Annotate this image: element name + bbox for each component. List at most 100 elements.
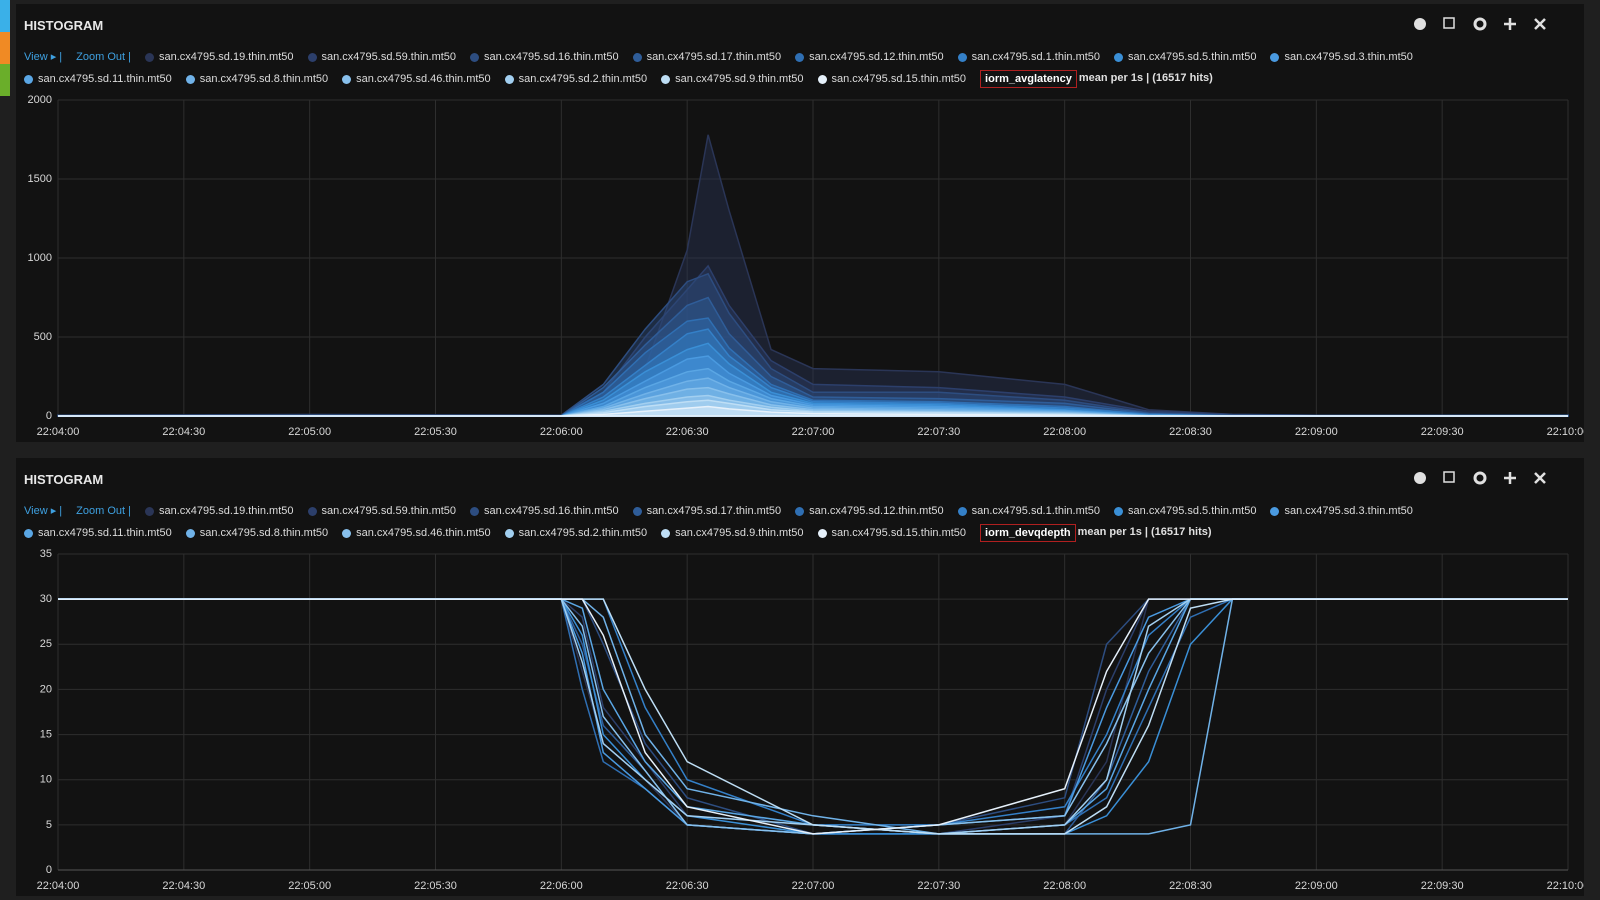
legend-item[interactable]: san.cx4795.sd.2.thin.mt50 xyxy=(504,524,647,542)
legend-item[interactable]: san.cx4795.sd.5.thin.mt50 xyxy=(1114,49,1256,65)
x-tick-label: 22:04:30 xyxy=(162,426,205,438)
y-tick-label: 10 xyxy=(40,774,52,786)
legend-item[interactable]: san.cx4795.sd.59.thin.mt50 xyxy=(307,503,457,519)
panel-icon[interactable] xyxy=(1534,472,1546,484)
legend-item[interactable]: san.cx4795.sd.17.thin.mt50 xyxy=(632,503,781,519)
legend-label: san.cx4795.sd.11.thin.mt50 xyxy=(38,73,172,85)
close-icon[interactable] xyxy=(1534,472,1546,484)
legend-label: san.cx4795.sd.5.thin.mt50 xyxy=(1128,505,1257,517)
legend-item[interactable]: san.cx4795.sd.5.thin.mt50 xyxy=(1114,503,1256,519)
info-icon[interactable] xyxy=(1414,18,1426,30)
panel-icon[interactable] xyxy=(1473,471,1487,485)
x-tick-label: 22:08:00 xyxy=(1043,880,1086,892)
legend-item[interactable]: san.cx4795.sd.8.thin.mt50 xyxy=(185,524,329,542)
x-tick-label: 22:07:00 xyxy=(792,880,835,892)
legend-swatch xyxy=(307,506,317,516)
legend-item[interactable]: san.cx4795.sd.1.thin.mt50 xyxy=(957,503,1100,519)
x-tick-label: 22:07:30 xyxy=(917,426,960,438)
panel: 0 500 1000 1500 2000 22:04:00 22:04:30 22:05:00… xyxy=(16,4,1584,442)
legend-label: san.cx4795.sd.12.thin.mt50 xyxy=(809,505,944,517)
panel-icon[interactable] xyxy=(1443,471,1455,483)
legend-swatch xyxy=(1114,506,1124,516)
y-tick-label: 35 xyxy=(40,548,52,560)
legend-item[interactable]: san.cx4795.sd.15.thin.mt50 xyxy=(817,70,966,88)
x-tick-label: 22:05:30 xyxy=(414,426,457,438)
copy-icon[interactable] xyxy=(1443,471,1455,483)
panel-icon[interactable] xyxy=(1504,472,1516,484)
y-tick-label: 5 xyxy=(46,819,52,831)
legend-item[interactable]: san.cx4795.sd.59.thin.mt50 xyxy=(307,49,456,65)
x-tick-label: 22:05:30 xyxy=(414,880,457,892)
legend-swatch xyxy=(1114,52,1124,62)
legend-swatch xyxy=(795,52,805,62)
legend-item[interactable]: san.cx4795.sd.2.thin.mt50 xyxy=(504,70,648,88)
close-icon[interactable] xyxy=(1534,18,1546,30)
legend-item[interactable]: san.cx4795.sd.46.thin.mt50 xyxy=(342,524,491,542)
x-tick-label: 22:10:00 xyxy=(1547,880,1584,892)
legend-item[interactable]: san.cx4795.sd.3.thin.mt50 xyxy=(1270,49,1413,65)
x-tick-label: 22:09:00 xyxy=(1295,426,1338,438)
x-tick-label: 22:07:00 xyxy=(792,426,835,438)
zoom-out[interactable]: Zoom Out | xyxy=(76,505,131,517)
legend-item[interactable]: san.cx4795.sd.9.thin.mt50 xyxy=(661,524,804,542)
legend-item[interactable]: san.cx4795.sd.12.thin.mt50 xyxy=(795,503,944,519)
legend-item[interactable]: san.cx4795.sd.19.thin.mt50 xyxy=(144,503,294,519)
view-menu[interactable]: View ▸ | xyxy=(24,505,63,517)
legend-label: san.cx4795.sd.3.thin.mt50 xyxy=(1284,505,1413,517)
y-tick-label: 1000 xyxy=(28,252,52,264)
y-tick-label: 2000 xyxy=(28,94,52,106)
legend-item[interactable]: san.cx4795.sd.3.thin.mt50 xyxy=(1270,503,1413,519)
move-icon[interactable] xyxy=(1504,18,1516,30)
move-icon[interactable] xyxy=(1504,472,1516,484)
legend-item[interactable]: san.cx4795.sd.11.thin.mt50 xyxy=(24,70,172,88)
legend-swatch xyxy=(144,52,154,62)
view-menu[interactable]: View ▸ | xyxy=(24,51,63,63)
legend-swatch xyxy=(661,74,671,84)
legend-item[interactable]: san.cx4795.sd.16.thin.mt50 xyxy=(470,503,619,519)
settings-icon[interactable] xyxy=(1473,471,1487,485)
legend-swatch xyxy=(342,74,352,84)
panel-title: HISTOGRAM xyxy=(24,472,104,487)
legend-item[interactable]: san.cx4795.sd.11.thin.mt50 xyxy=(24,524,172,542)
legend-label: san.cx4795.sd.16.thin.mt50 xyxy=(484,505,619,517)
legend-item[interactable]: san.cx4795.sd.16.thin.mt50 xyxy=(470,49,619,65)
panel-icon[interactable] xyxy=(1414,18,1426,30)
legend-swatch xyxy=(1270,506,1280,516)
panel-icon[interactable] xyxy=(1473,17,1487,31)
legend-swatch xyxy=(817,528,827,538)
legend-swatch xyxy=(185,74,195,84)
legend-label: san.cx4795.sd.8.thin.mt50 xyxy=(199,73,329,85)
legend-label: san.cx4795.sd.8.thin.mt50 xyxy=(199,527,329,539)
legend-label: san.cx4795.sd.17.thin.mt50 xyxy=(646,51,782,63)
panel-icon[interactable] xyxy=(1443,17,1455,29)
legend-label: san.cx4795.sd.9.thin.mt50 xyxy=(675,527,804,539)
x-tick-label: 22:04:30 xyxy=(162,880,205,892)
legend-label: san.cx4795.sd.2.thin.mt50 xyxy=(518,73,648,85)
panel-icon[interactable] xyxy=(1504,18,1516,30)
legend-item[interactable]: san.cx4795.sd.17.thin.mt50 xyxy=(632,49,782,65)
info-icon[interactable] xyxy=(1414,472,1426,484)
legend-label: san.cx4795.sd.19.thin.mt50 xyxy=(158,505,294,517)
zoom-out[interactable]: Zoom Out | xyxy=(76,51,131,63)
legend-item[interactable]: san.cx4795.sd.15.thin.mt50 xyxy=(817,524,966,542)
y-tick-label: 500 xyxy=(34,331,52,343)
legend: View ▸ | Zoom Out | san.cx4795.sd.19.thin.… xyxy=(24,49,1564,88)
panel-icon[interactable] xyxy=(1534,18,1546,30)
legend-item[interactable]: san.cx4795.sd.1.thin.mt50 xyxy=(957,49,1100,65)
color-strip xyxy=(0,32,10,64)
x-tick-label: 22:09:30 xyxy=(1421,426,1464,438)
legend-label: san.cx4795.sd.59.thin.mt50 xyxy=(321,505,457,517)
legend-item[interactable]: san.cx4795.sd.46.thin.mt50 xyxy=(342,70,491,88)
legend-item[interactable]: san.cx4795.sd.9.thin.mt50 xyxy=(661,70,804,88)
legend-swatch xyxy=(342,528,352,538)
legend-item[interactable]: san.cx4795.sd.19.thin.mt50 xyxy=(144,49,294,65)
legend-item[interactable]: san.cx4795.sd.12.thin.mt50 xyxy=(795,49,944,65)
x-tick-label: 22:09:30 xyxy=(1421,880,1464,892)
legend-item[interactable]: san.cx4795.sd.8.thin.mt50 xyxy=(185,70,329,88)
legend-label: san.cx4795.sd.11.thin.mt50 xyxy=(38,527,172,539)
settings-icon[interactable] xyxy=(1473,17,1487,31)
panel-icon[interactable] xyxy=(1414,472,1426,484)
copy-icon[interactable] xyxy=(1443,17,1455,29)
metric-summary: mean per 1s | (16517 hits) xyxy=(1078,72,1213,84)
